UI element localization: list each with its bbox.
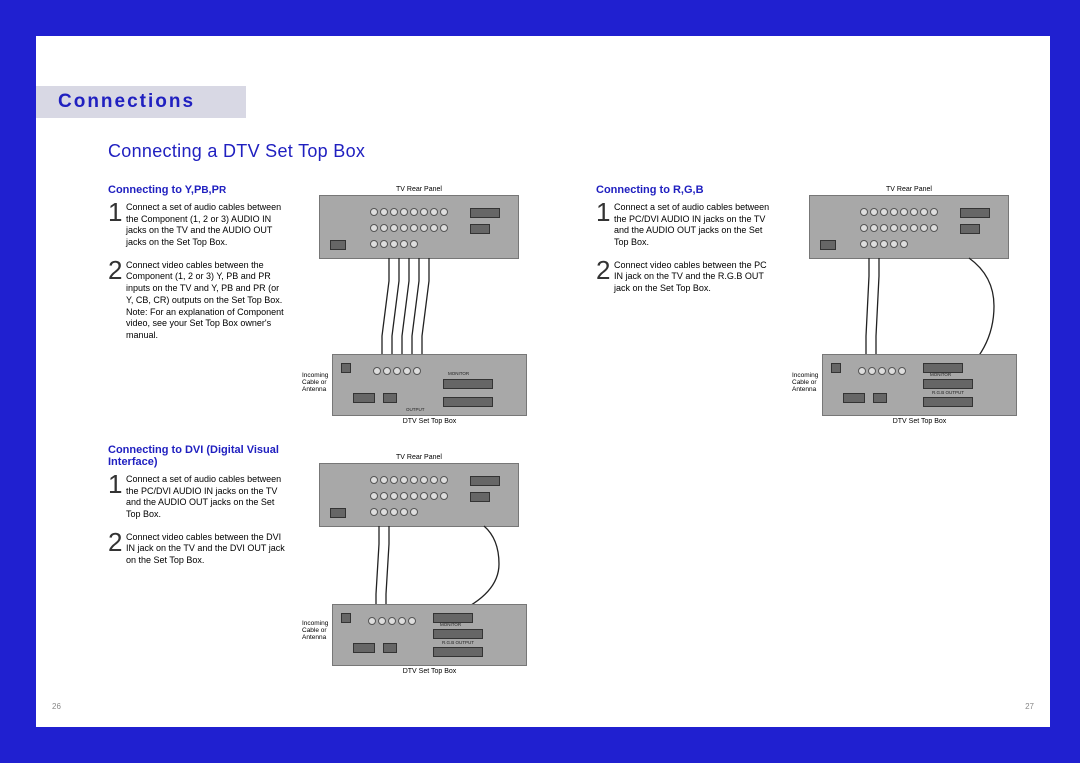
step-number: 1 bbox=[596, 201, 614, 249]
rgb-step-1: 1 Connect a set of audio cables between … bbox=[596, 201, 776, 249]
dtv-box-panel: MONITOR R.G.B OUTPUT bbox=[332, 604, 527, 666]
step-number: 2 bbox=[596, 259, 614, 295]
section-dvi: Connecting to DVI (Digital Visual Interf… bbox=[108, 444, 288, 577]
step-text: Connect a set of audio cables between th… bbox=[126, 201, 288, 249]
label: TV Rear Panel bbox=[304, 186, 534, 193]
page-number-right: 27 bbox=[1025, 702, 1034, 711]
dtv-box-panel: MONITOR R.G.B OUTPUT bbox=[822, 354, 1017, 416]
step-number: 1 bbox=[108, 473, 126, 521]
rgb-title: Connecting to R,G,B bbox=[596, 184, 776, 196]
header-band: Connections bbox=[36, 86, 246, 118]
t: Connect video cables between the Compone… bbox=[126, 260, 282, 305]
step-number: 1 bbox=[108, 201, 126, 249]
label: Incoming Cable or Antenna bbox=[302, 372, 328, 393]
dvi-step-1: 1 Connect a set of audio cables between … bbox=[108, 473, 288, 521]
label: TV Rear Panel bbox=[304, 454, 534, 461]
rgb-step-2: 2 Connect video cables between the PC IN… bbox=[596, 259, 776, 295]
step-number: 2 bbox=[108, 531, 126, 567]
label: DTV Set Top Box bbox=[822, 418, 1017, 425]
t: Connecting to Y,P bbox=[108, 184, 201, 196]
t: R bbox=[219, 185, 226, 196]
step-text: Connect a set of audio cables between th… bbox=[126, 473, 288, 521]
diagram-rgb: TV Rear Panel Incoming C bbox=[794, 186, 1024, 436]
diagram-ypbpr: TV Rear Panel bbox=[304, 186, 534, 436]
label: Incoming Cable or Antenna bbox=[302, 620, 328, 641]
header-title: Connections bbox=[58, 91, 195, 113]
step-text: Connect a set of audio cables between th… bbox=[614, 201, 776, 249]
page-number-left: 26 bbox=[52, 702, 61, 711]
ypbpr-step-2: 2 Connect video cables between the Compo… bbox=[108, 259, 288, 342]
page-frame: Connections Connecting a DTV Set Top Box… bbox=[36, 36, 1050, 727]
label: TV Rear Panel bbox=[794, 186, 1024, 193]
tv-rear-panel bbox=[809, 195, 1009, 259]
step-number: 2 bbox=[108, 259, 126, 342]
label: Incoming Cable or Antenna bbox=[792, 372, 818, 393]
t: B bbox=[201, 185, 208, 196]
dvi-step-2: 2 Connect video cables between the DVI I… bbox=[108, 531, 288, 567]
tv-rear-panel bbox=[319, 195, 519, 259]
section-rgb: Connecting to R,G,B 1 Connect a set of a… bbox=[596, 184, 776, 305]
step-text: Connect video cables between the Compone… bbox=[126, 259, 288, 342]
diagram-dvi: TV Rear Panel Incoming C bbox=[304, 454, 534, 674]
label: DTV Set Top Box bbox=[332, 668, 527, 675]
t: Note: For an explanation of Component vi… bbox=[126, 307, 284, 340]
section-ypbpr: Connecting to Y,PB,PR 1 Connect a set of… bbox=[108, 184, 288, 352]
ypbpr-step-1: 1 Connect a set of audio cables between … bbox=[108, 201, 288, 249]
ypbpr-title: Connecting to Y,PB,PR bbox=[108, 184, 288, 196]
dvi-title: Connecting to DVI (Digital Visual Interf… bbox=[108, 444, 288, 468]
page-subtitle: Connecting a DTV Set Top Box bbox=[108, 141, 365, 162]
step-text: Connect video cables between the DVI IN … bbox=[126, 531, 288, 567]
t: ,P bbox=[209, 184, 219, 196]
dtv-box-panel: MONITOR OUTPUT bbox=[332, 354, 527, 416]
tv-rear-panel bbox=[319, 463, 519, 527]
label: DTV Set Top Box bbox=[332, 418, 527, 425]
step-text: Connect video cables between the PC IN j… bbox=[614, 259, 776, 295]
